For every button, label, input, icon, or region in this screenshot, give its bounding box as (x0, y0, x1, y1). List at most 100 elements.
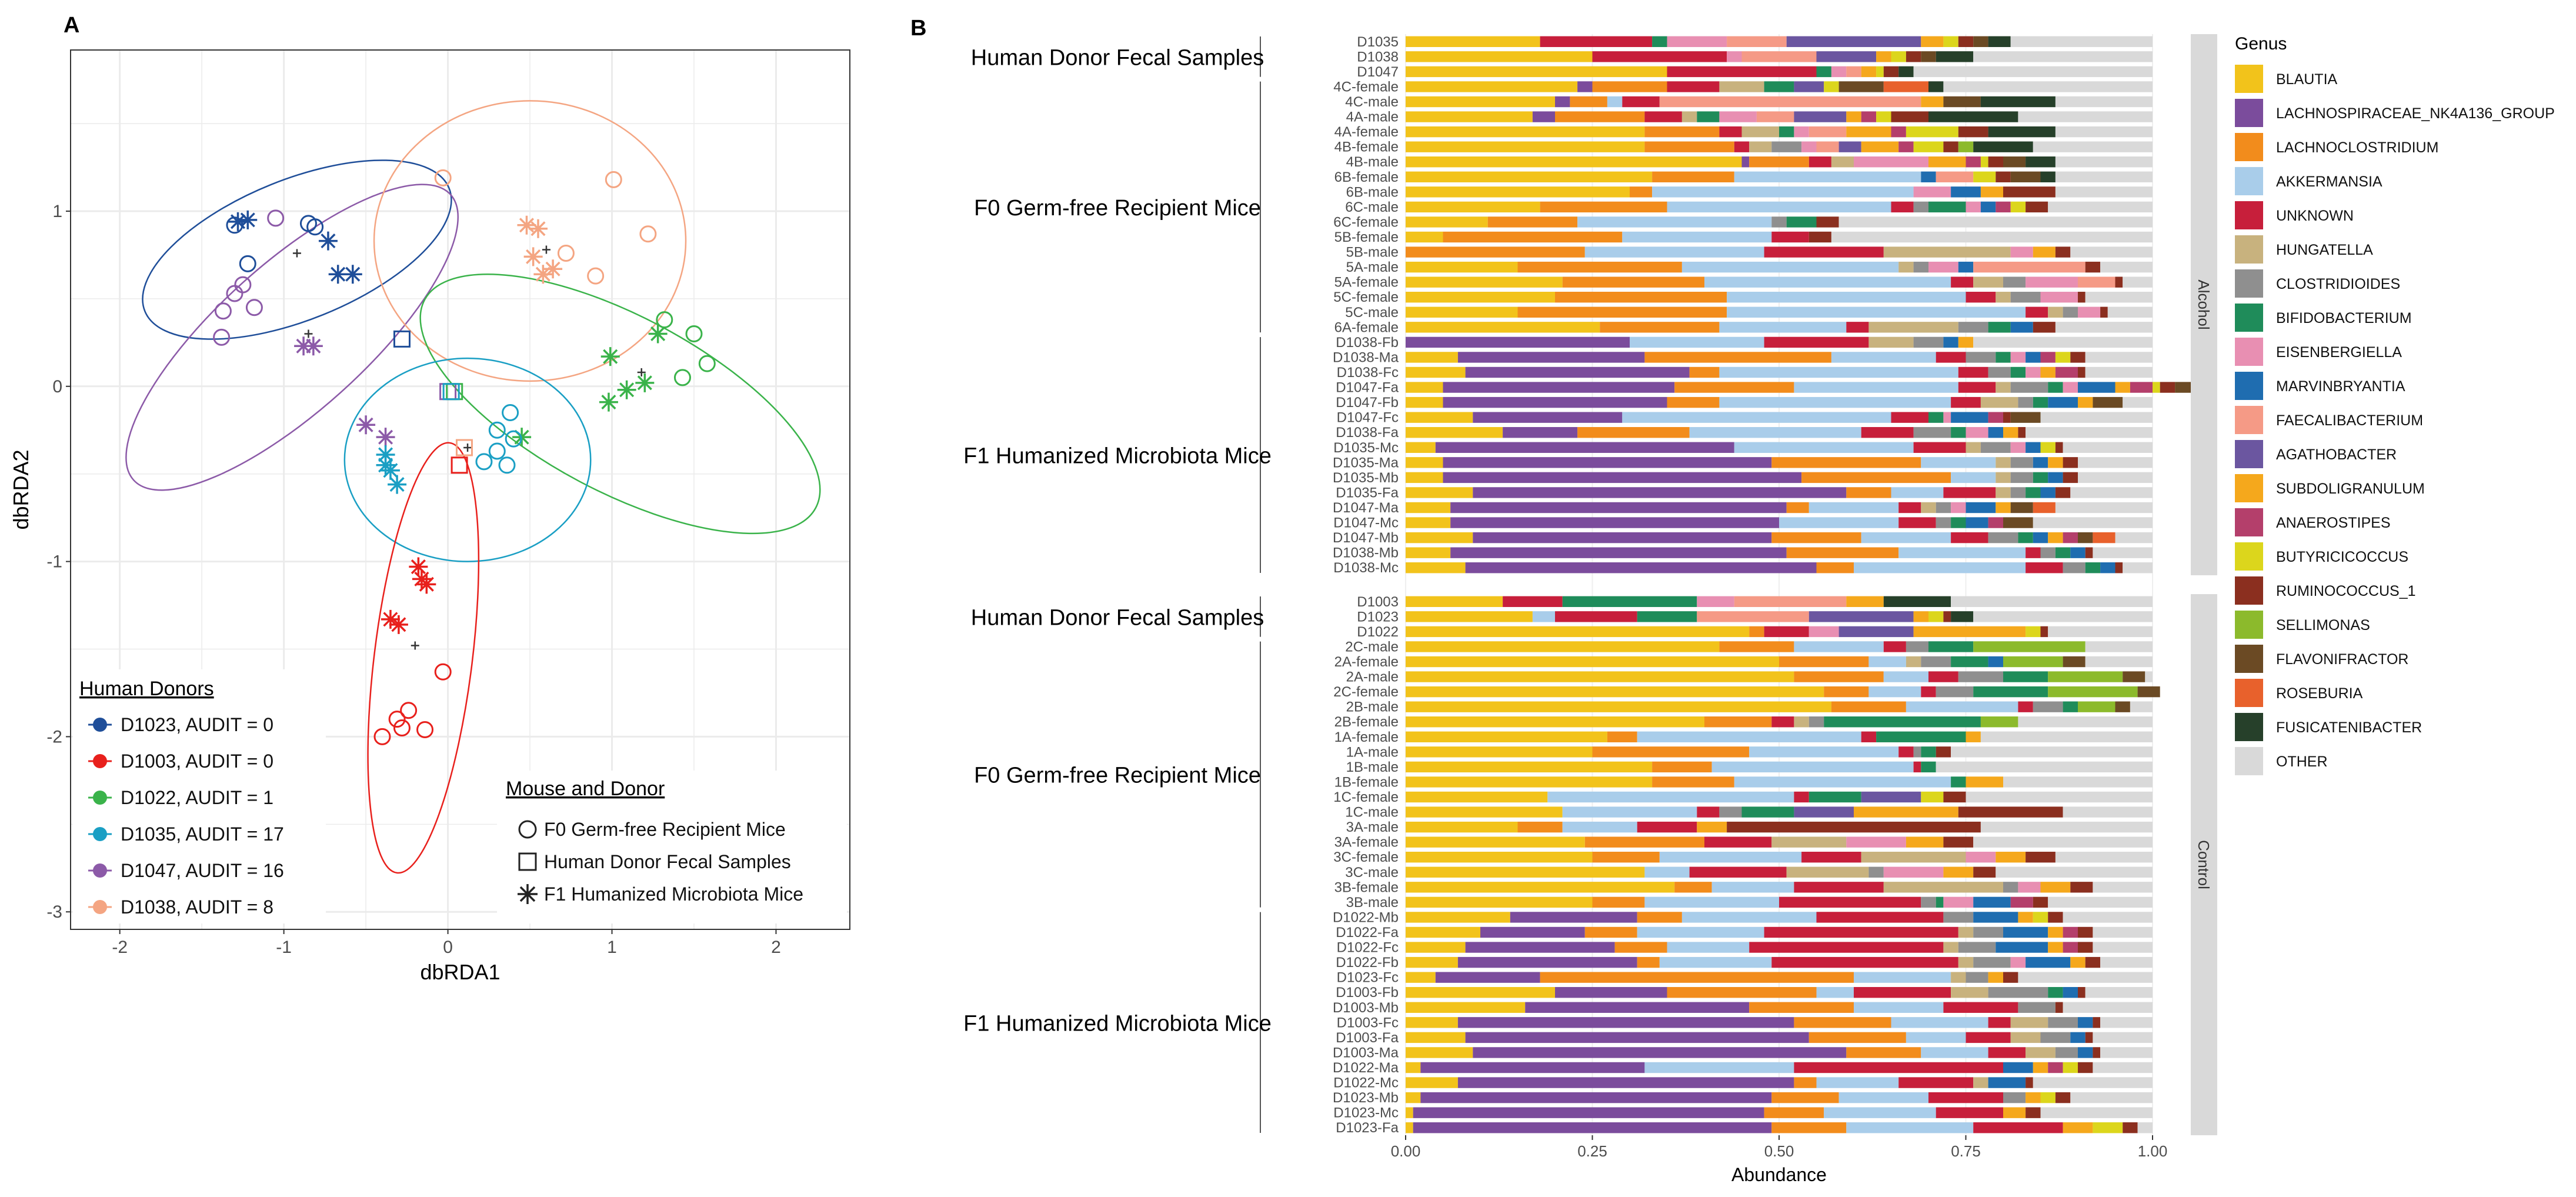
bar-segment-unknown (1928, 1092, 2003, 1103)
genus-label: EISENBERGIELLA (2276, 344, 2402, 361)
bar-segment-lachnoclostridium (1824, 686, 1869, 698)
bar-segment-unknown (1898, 1077, 1974, 1088)
bar-segment-blautia (1406, 866, 1645, 878)
bar-segment-butyricicoccus (2040, 1092, 2056, 1103)
bar-segment-ruminococcus_1 (2093, 1017, 2101, 1028)
bar-segment-other (2033, 141, 2153, 152)
sample-label: 4A-male (1346, 109, 1399, 125)
legend-swatch-dot (93, 863, 107, 878)
bar-segment-hungatella (1958, 956, 1974, 968)
bar-segment-hungatella (1681, 111, 1697, 122)
sample-label: D1038-Fc (1337, 365, 1399, 381)
bar-segment-bifidobacterium (2026, 487, 2041, 498)
bar-segment-roseburia (2033, 502, 2056, 514)
bar-segment-other (1951, 596, 2153, 607)
bar-segment-bifidobacterium (1786, 216, 1817, 228)
bar-segment-akkermansia (1794, 641, 1884, 652)
bar-segment-other (2085, 292, 2153, 303)
bar-segment-other (2070, 487, 2153, 498)
bar-segment-subdoligranulum (2003, 427, 2018, 438)
bar-segment-clostridioides (1771, 216, 1787, 228)
bar-segment-unknown (1667, 81, 1720, 92)
bar-segment-ruminococcus_1 (2026, 852, 2056, 863)
bar-segment-other (2063, 442, 2153, 453)
bar-segment-lachnospiraceae_nk4a136_group (1443, 457, 1772, 468)
bar-segment-unknown (1749, 942, 1944, 953)
bar-segment-faecalibacterium (1846, 66, 1861, 78)
bar-segment-other (2107, 306, 2153, 318)
bar-segment-blautia (1406, 701, 1831, 712)
bar-segment-subdoligranulum (2033, 246, 2056, 258)
bar-segment-hungatella (1868, 322, 1958, 333)
bar-segment-roseburia (1883, 81, 1928, 92)
sample-label: D1035-Ma (1333, 455, 1399, 471)
sample-label: D1022-Fa (1336, 925, 1399, 941)
bar-segment-akkermansia (1667, 201, 1891, 213)
bar-segment-marvinbryantia (2026, 352, 2041, 363)
bar-segment-hungatella (1831, 156, 1854, 168)
bar-segment-sellimonas (2048, 686, 2138, 698)
bar-segment-unknown (1622, 96, 1660, 108)
bar-segment-blautia (1406, 276, 1563, 288)
bar-segment-other (2115, 532, 2153, 544)
bar-segment-other (2048, 626, 2153, 638)
bar-segment-clostridioides (1958, 942, 1996, 953)
bar-segment-ruminococcus_1 (1943, 836, 1974, 848)
bar-segment-faecalibacterium (1808, 126, 1847, 138)
sample-label: D1003-Fb (1336, 985, 1399, 1001)
panel-b-label: B (910, 16, 926, 41)
bar-segment-unknown (1883, 641, 1906, 652)
point-d1023-circle (239, 255, 256, 272)
bar-segment-fusicatenibacter (1936, 51, 1974, 62)
bar-segment-marvinbryantia (1988, 656, 2003, 668)
bar-segment-clostridioides (1921, 896, 1936, 908)
bar-segment-clostridioides (1958, 671, 2003, 682)
bar-segment-unknown (1936, 1107, 2003, 1118)
bar-segment-hungatella (2048, 306, 2063, 318)
bar-segment-lachnospiraceae_nk4a136_group (1510, 912, 1637, 923)
bar-segment-blautia (1406, 487, 1473, 498)
bar-segment-eisenbergiella (2010, 352, 2026, 363)
bar-segment-clostridioides (1943, 912, 1974, 923)
bar-segment-blautia (1406, 231, 1443, 243)
bar-segment-unknown (1898, 502, 1921, 514)
bar-segment-butyricicoccus (2093, 1122, 2123, 1133)
sample-label: 6B-male (1346, 184, 1399, 200)
bar-segment-clostridioides (1906, 641, 1928, 652)
bar-segment-eisenbergiella (2018, 882, 2041, 893)
bar-segment-lachnoclostridium (1749, 626, 1764, 638)
sample-label: D1023-Fc (1337, 970, 1399, 986)
bar-segment-other (2100, 1047, 2153, 1058)
bar-segment-anaerostipes (2063, 942, 2078, 953)
bar-segment-flavonifractor (2003, 517, 2033, 528)
bar-segment-blautia (1406, 746, 1593, 758)
bar-segment-unknown (1667, 66, 1817, 78)
bar-segment-butyricicoccus (1891, 51, 1906, 62)
bar-segment-ruminococcus_1 (2078, 1062, 2093, 1073)
bar-segment-other (2145, 671, 2153, 682)
bar-segment-unknown (1898, 517, 1936, 528)
bar-segment-eisenbergiella (2010, 246, 2033, 258)
bar-segment-lachnospiraceae_nk4a136_group (1532, 111, 1555, 122)
bar-x-tick-label: 0.25 (1577, 1142, 1607, 1160)
genus-swatch-other (2235, 747, 2263, 775)
bar-segment-akkermansia (1562, 806, 1697, 818)
bar-segment-akkermansia (1816, 987, 1854, 998)
bar-segment-hungatella (1719, 81, 1764, 92)
bar-segment-blautia (1406, 51, 1593, 62)
bar-segment-lachnospiraceae_nk4a136_group (1450, 502, 1787, 514)
x-tick-label: 2 (771, 938, 781, 957)
bar-segment-blautia (1406, 141, 1645, 152)
sample-label: D1022 (1357, 624, 1399, 640)
point-d1035-circle (502, 404, 519, 421)
sample-label: 4C-male (1345, 94, 1399, 110)
bar-segment-blautia (1406, 156, 1742, 168)
bar-segment-subdoligranulum (1996, 502, 2011, 514)
sample-label: 1C-male (1345, 805, 1399, 821)
sample-label: 4A-female (1334, 124, 1399, 140)
bar-segment-unknown (1913, 442, 1966, 453)
bar-segment-blautia (1406, 322, 1600, 333)
bar-segment-marvinbryantia (1943, 336, 1958, 348)
bar-segment-eisenbergiella (1966, 427, 1988, 438)
bar-segment-clostridioides (1966, 352, 1996, 363)
